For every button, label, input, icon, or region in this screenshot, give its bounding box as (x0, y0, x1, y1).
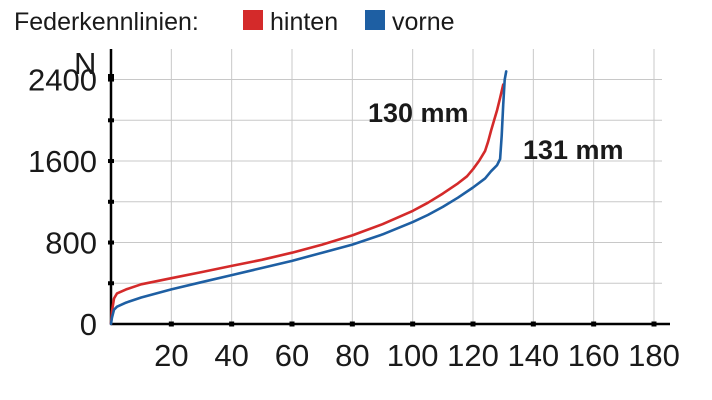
x-tick-mark-20 (169, 322, 174, 327)
y-axis-unit-label: N (74, 46, 96, 81)
x-tick-mark-140 (531, 322, 536, 327)
legend-label-vorne: vorne (392, 8, 455, 36)
y-tick-mark-800 (108, 241, 114, 245)
y-tick-mark-1200 (108, 200, 114, 204)
x-tick-label-20: 20 (154, 338, 188, 373)
x-tick-mark-100 (410, 322, 415, 327)
x-tick-mark-80 (350, 322, 355, 327)
legend: Federkennlinien: hinten vorne (14, 8, 455, 36)
x-tick-mark-40 (229, 322, 234, 327)
legend-swatch-vorne (365, 10, 385, 30)
x-tick-label-140: 140 (507, 338, 559, 373)
x-tick-label-120: 120 (447, 338, 499, 373)
x-tick-label-40: 40 (214, 338, 248, 373)
legend-swatch-hinten (243, 10, 263, 30)
y-tick-mark-top (108, 74, 114, 78)
y-tick-label-800: 800 (45, 226, 97, 261)
y-tick-mark-400 (108, 281, 114, 285)
y-tick-label-1600: 1600 (28, 144, 97, 179)
x-tick-label-160: 160 (568, 338, 620, 373)
y-tick-mark-2400 (108, 78, 114, 82)
x-tick-mark-120 (471, 322, 476, 327)
y-tick-label-0: 0 (80, 307, 97, 342)
y-tick-mark-1600 (108, 159, 114, 163)
x-tick-label-180: 180 (628, 338, 680, 373)
x-tick-mark-160 (591, 322, 596, 327)
x-tick-label-60: 60 (275, 338, 309, 373)
annotation-vorne: 131 mm (523, 135, 624, 165)
x-axis-ticks: 20 40 60 80 100 120 140 160 180 (154, 322, 680, 374)
legend-label-hinten: hinten (270, 8, 338, 36)
x-tick-mark-180 (652, 322, 657, 327)
legend-title: Federkennlinien: (14, 8, 199, 36)
y-tick-mark-2000 (108, 118, 114, 122)
annotation-hinten: 130 mm (368, 98, 469, 128)
x-tick-label-100: 100 (387, 338, 439, 373)
x-tick-label-80: 80 (335, 338, 369, 373)
x-tick-mark-60 (290, 322, 295, 327)
